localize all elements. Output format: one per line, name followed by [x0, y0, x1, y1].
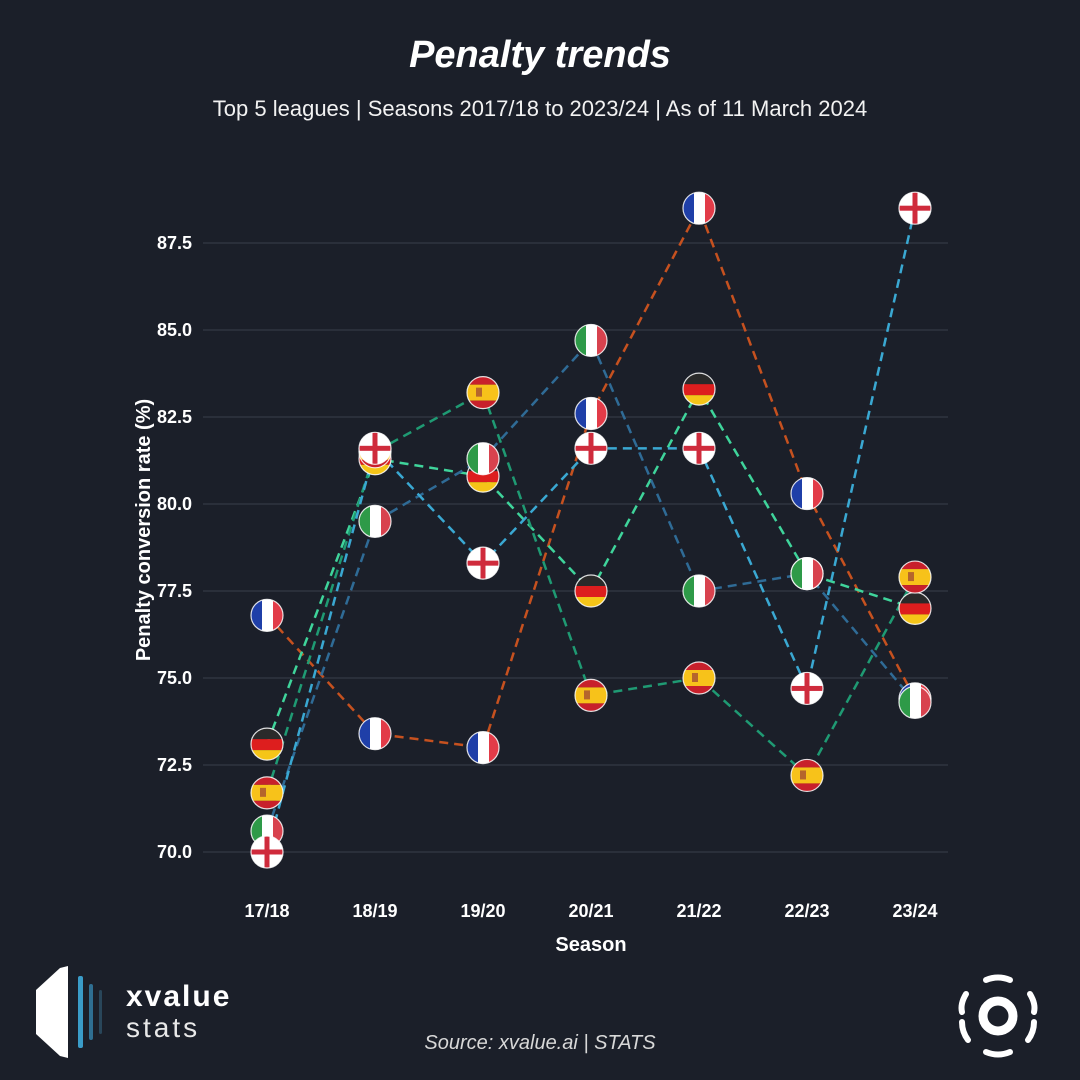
marker-italy-flag-icon [898, 685, 932, 719]
marker-italy-flag-icon [574, 323, 608, 358]
marker-spain-flag-icon [682, 661, 716, 695]
y-tick-label: 80.0 [157, 494, 192, 514]
x-tick-label: 17/18 [244, 901, 289, 921]
x-tick-label: 20/21 [568, 901, 613, 921]
y-tick-label: 75.0 [157, 668, 192, 688]
x-tick-label: 19/20 [460, 901, 505, 921]
x-tick-label: 22/23 [784, 901, 829, 921]
y-tick-label: 70.0 [157, 842, 192, 862]
y-tick-label: 82.5 [157, 407, 192, 427]
marker-italy-flag-icon [466, 442, 500, 476]
y-axis-ticks: 70.0 72.5 75.0 77.5 80.0 82.5 85.0 87.5 [157, 233, 192, 862]
brand-logo: xvalue stats [34, 966, 264, 1058]
marker-germany-flag-icon [574, 574, 608, 608]
y-tick-label: 87.5 [157, 233, 192, 253]
marker-spain-flag-icon [574, 678, 608, 713]
source-note: Source: xvalue.ai | STATS [424, 1032, 656, 1054]
x-tick-label: 18/19 [352, 901, 397, 921]
marker-france-flag-icon [682, 191, 716, 225]
marker-spain-flag-icon [898, 560, 932, 594]
marker-england-flag-icon [898, 191, 932, 225]
football-logo-icon [958, 974, 1038, 1058]
x-axis-label: Season [555, 934, 626, 956]
y-tick-label: 72.5 [157, 755, 192, 775]
xvalue-stats-logo-icon [36, 966, 102, 1058]
marker-spain-flag-icon [466, 376, 500, 410]
logo-text-xvalue: xvalue [126, 980, 232, 1013]
marker-england-flag-icon [466, 546, 500, 580]
marker-england-flag-icon [358, 431, 392, 465]
marker-england-flag-icon [790, 671, 824, 706]
marker-england-flag-icon [574, 431, 608, 465]
marker-germany-flag-icon [250, 727, 284, 761]
marker-england-flag-icon [682, 431, 716, 465]
marker-france-flag-icon [790, 476, 824, 511]
marker-germany-flag-icon [682, 372, 716, 406]
marker-france-flag-icon [250, 598, 284, 632]
x-axis-ticks: 17/18 18/19 19/20 20/21 21/22 22/23 23/24 [244, 901, 937, 921]
gridlines [203, 242, 948, 853]
series-markers [250, 191, 932, 869]
marker-france-flag-icon [358, 717, 392, 751]
marker-england-flag-icon [250, 835, 284, 869]
marker-italy-flag-icon [790, 556, 824, 591]
x-tick-label: 21/22 [676, 901, 721, 921]
chart-title: Penalty trends [409, 34, 671, 76]
y-tick-label: 85.0 [157, 320, 192, 340]
marker-spain-flag-icon [790, 758, 824, 793]
logo-text-stats: stats [126, 1012, 201, 1043]
marker-germany-flag-icon [898, 591, 932, 626]
marker-italy-flag-icon [682, 574, 716, 608]
marker-france-flag-icon [574, 396, 608, 431]
marker-italy-flag-icon [358, 504, 392, 539]
marker-france-flag-icon [466, 730, 500, 765]
series-line-france [266, 205, 917, 749]
y-tick-label: 77.5 [157, 581, 192, 601]
x-tick-label: 23/24 [892, 901, 937, 921]
marker-spain-flag-icon [250, 776, 284, 810]
chart-subtitle: Top 5 leagues | Seasons 2017/18 to 2023/… [212, 96, 868, 121]
y-axis-label: Penalty conversion rate (%) [133, 399, 155, 661]
